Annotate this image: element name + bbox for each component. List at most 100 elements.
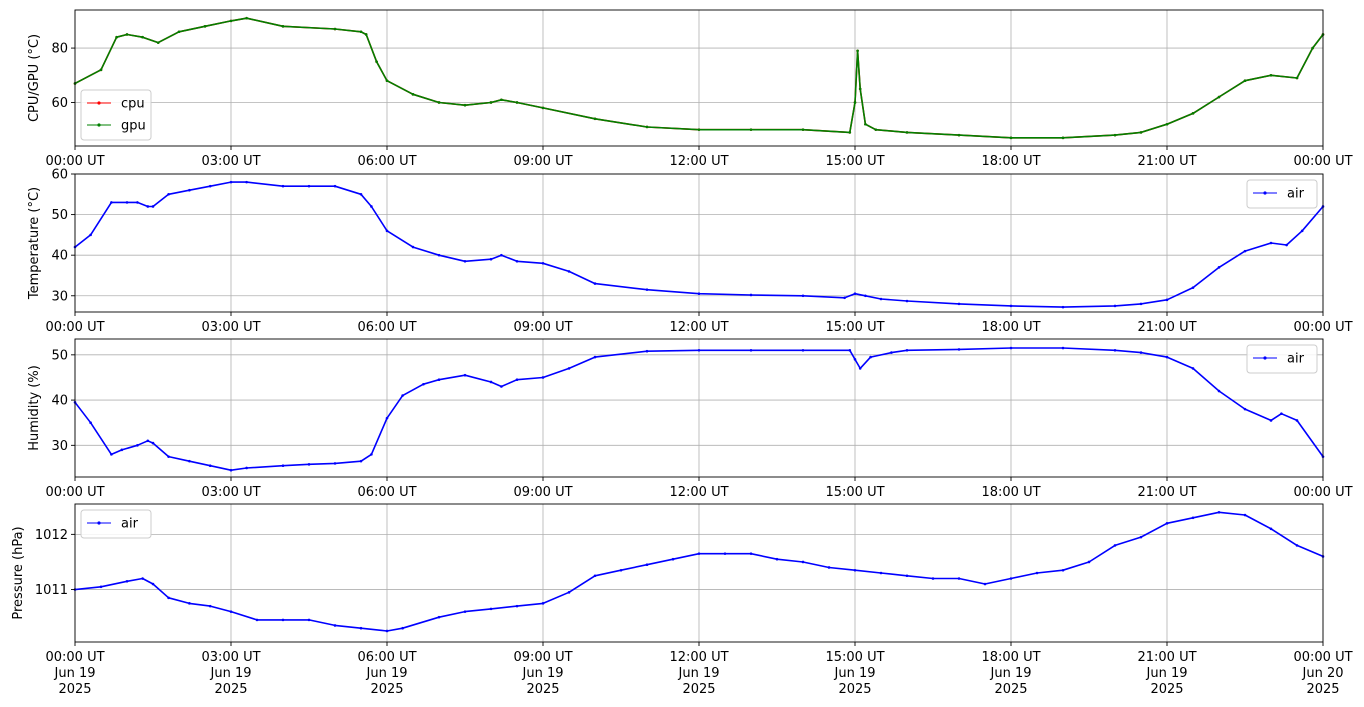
data-point-air xyxy=(853,358,857,361)
data-point-gpu xyxy=(858,87,862,91)
legend-marker-air xyxy=(1263,356,1267,360)
data-point-gpu xyxy=(156,41,160,44)
data-point-gpu xyxy=(1217,95,1221,99)
x-tick-label: 00:00 UT xyxy=(1293,154,1352,169)
x-tick-label: 12:00 UT xyxy=(669,650,728,665)
data-point-air xyxy=(307,618,311,622)
data-point-air xyxy=(110,201,113,204)
data-point-gpu xyxy=(856,49,859,53)
data-point-air xyxy=(385,416,389,420)
data-point-air xyxy=(125,579,129,583)
data-point-air xyxy=(437,615,441,619)
data-point-gpu xyxy=(1243,79,1247,83)
data-point-gpu xyxy=(245,16,248,20)
data-point-air xyxy=(229,610,233,613)
data-point-air xyxy=(1243,513,1247,517)
data-point-air xyxy=(307,184,311,188)
data-point-air xyxy=(146,439,150,443)
data-point-air xyxy=(567,367,571,370)
data-point-air xyxy=(500,385,503,388)
x-tick-year: 2025 xyxy=(838,682,871,697)
x-tick-year: 2025 xyxy=(58,682,91,697)
data-point-air xyxy=(1243,249,1247,253)
data-point-air xyxy=(1165,522,1169,525)
data-point-gpu xyxy=(515,101,519,104)
data-point-air xyxy=(890,351,893,354)
data-point-gpu xyxy=(1269,73,1273,77)
x-tick-label: 21:00 UT xyxy=(1137,650,1196,665)
data-point-air xyxy=(853,292,857,296)
data-point-air xyxy=(879,297,883,301)
y-tick-label: 30 xyxy=(51,439,68,454)
x-tick-label: 00:00 UT xyxy=(45,154,104,169)
x-tick-year: 2025 xyxy=(1306,682,1339,697)
data-point-air xyxy=(167,455,170,458)
data-point-air xyxy=(385,629,389,633)
data-point-air xyxy=(281,618,285,622)
legend-marker-gpu xyxy=(97,123,101,127)
data-point-air xyxy=(307,463,311,466)
data-point-air xyxy=(593,282,597,285)
data-point-gpu xyxy=(1009,136,1013,140)
data-point-air xyxy=(1300,229,1304,233)
data-point-air xyxy=(697,552,701,555)
data-point-gpu xyxy=(125,33,129,36)
x-tick-label: 09:00 UT xyxy=(513,320,572,335)
x-tick-label: 03:00 UT xyxy=(201,154,260,169)
x-tick-date: Jun 20 xyxy=(1302,666,1344,681)
data-point-air xyxy=(1009,304,1013,308)
data-point-air xyxy=(359,459,363,463)
x-tick-label: 15:00 UT xyxy=(825,154,884,169)
x-tick-date: Jun 19 xyxy=(1146,666,1188,681)
data-point-gpu xyxy=(141,35,144,39)
data-point-gpu xyxy=(489,101,493,104)
data-point-air xyxy=(489,607,493,611)
legend-marker-air xyxy=(1263,191,1267,195)
data-point-air xyxy=(136,201,139,204)
data-point-air xyxy=(141,577,144,580)
y-axis-label: Temperature (°C) xyxy=(27,187,42,300)
legend-label-cpu: cpu xyxy=(121,97,145,112)
data-point-air xyxy=(359,626,363,630)
x-tick-date: Jun 19 xyxy=(210,666,252,681)
data-point-gpu xyxy=(853,101,857,104)
data-point-air xyxy=(463,259,467,263)
x-tick-label: 21:00 UT xyxy=(1137,320,1196,335)
data-point-gpu xyxy=(203,25,207,28)
data-point-air xyxy=(333,624,337,627)
data-point-air xyxy=(1139,535,1143,539)
data-point-air xyxy=(749,349,753,352)
data-point-air xyxy=(188,602,191,605)
data-point-air xyxy=(1139,302,1143,306)
data-point-air xyxy=(489,380,493,384)
data-point-gpu xyxy=(411,93,415,96)
data-point-air xyxy=(515,259,519,263)
x-tick-date: Jun 19 xyxy=(678,666,720,681)
data-point-air xyxy=(1139,351,1143,354)
legend-marker-cpu xyxy=(97,101,101,105)
x-tick-label: 03:00 UT xyxy=(201,485,260,500)
data-point-air xyxy=(125,201,129,204)
data-point-gpu xyxy=(645,125,649,129)
data-point-air xyxy=(1087,560,1091,564)
data-point-air xyxy=(853,568,857,572)
data-point-air xyxy=(1113,304,1117,308)
data-point-gpu xyxy=(848,131,852,134)
y-tick-label: 40 xyxy=(51,394,68,409)
data-point-air xyxy=(1217,389,1221,393)
data-point-gpu xyxy=(749,128,753,131)
y-tick-label: 30 xyxy=(51,289,68,304)
data-point-air xyxy=(1295,544,1299,547)
data-point-gpu xyxy=(375,60,378,63)
y-tick-label: 50 xyxy=(51,348,68,363)
data-point-air xyxy=(146,205,150,208)
data-point-air xyxy=(99,585,103,589)
data-point-air xyxy=(858,367,862,370)
data-point-air xyxy=(370,453,373,456)
legend-box xyxy=(1246,179,1318,209)
data-point-air xyxy=(567,591,571,594)
x-tick-label: 18:00 UT xyxy=(981,650,1040,665)
data-point-air xyxy=(515,378,519,382)
data-point-gpu xyxy=(437,101,441,104)
data-point-air xyxy=(333,184,337,188)
